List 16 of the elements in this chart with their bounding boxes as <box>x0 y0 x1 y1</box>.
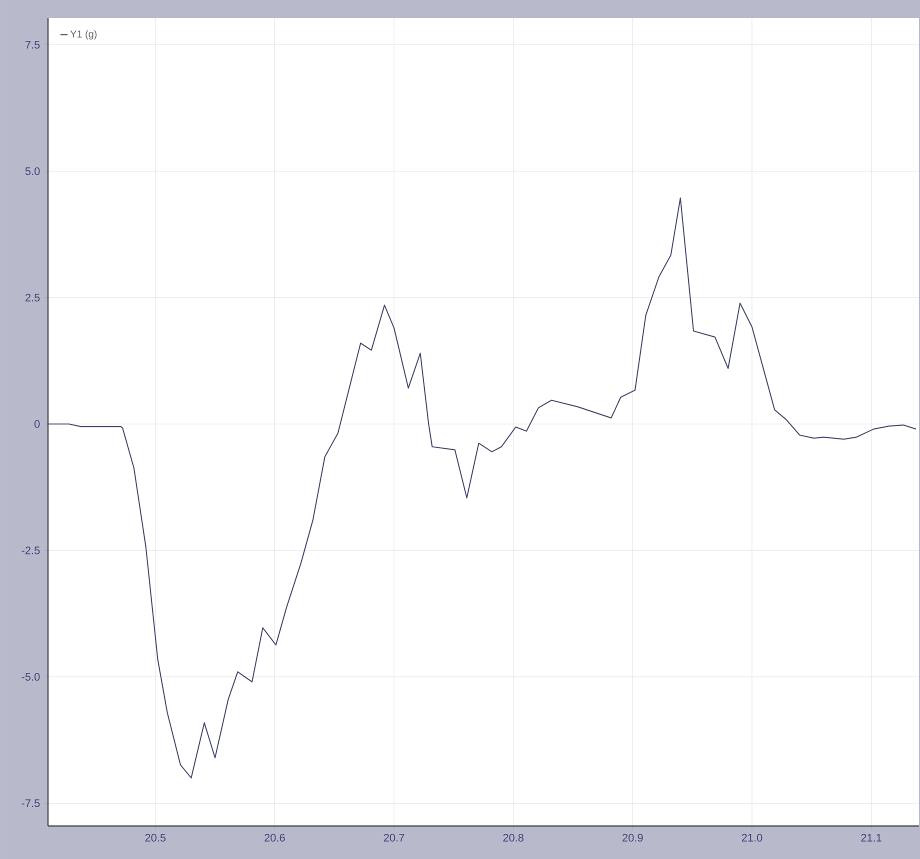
x-tick-label: 20.5 <box>145 834 166 842</box>
y-tick-label: -2.5 <box>22 546 40 554</box>
line-series <box>48 197 917 778</box>
x-tick-label: 21.1 <box>861 834 882 842</box>
x-tick-label: 20.7 <box>384 834 404 842</box>
y-tick-label: 5.0 <box>25 167 40 176</box>
y-tick-label: 2.5 <box>25 294 40 302</box>
x-tick-label: 20.6 <box>264 834 285 842</box>
y-tick-label: -5.0 <box>22 672 40 681</box>
x-tick-label: 21.0 <box>742 834 762 842</box>
y-tick-label: -7.5 <box>22 799 40 808</box>
y-tick-label: 7.5 <box>25 40 40 49</box>
y-tick-label: 0 <box>34 420 40 428</box>
legend-label: Y1 (g) <box>70 30 97 40</box>
x-tick-label: 20.8 <box>503 834 524 842</box>
x-tick-label: 20.9 <box>622 834 643 842</box>
